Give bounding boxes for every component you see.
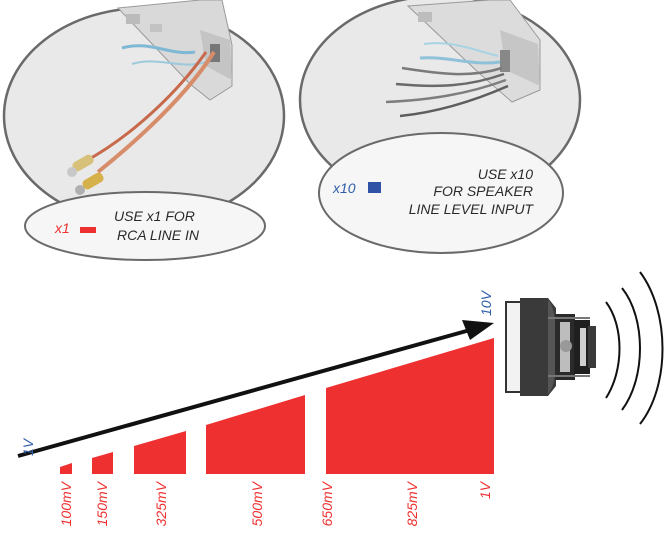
level-labels: 100mV 150mV 325mV 500mV 650mV 825mV 1V xyxy=(58,480,493,526)
speaker-callout-line3: LINE LEVEL INPUT xyxy=(409,201,535,217)
level-label-4: 500mV xyxy=(249,480,265,526)
rca-photo-circle xyxy=(2,0,286,226)
sound-waves-icon xyxy=(605,271,664,425)
rca-callout: x1 USE x1 FOR RCA LINE IN xyxy=(24,191,266,261)
level-label-6: 825mV xyxy=(404,480,420,526)
arrow-end-label: 10V xyxy=(478,289,494,316)
rca-cable-icon xyxy=(67,0,233,195)
speaker-badge-swatch xyxy=(368,182,381,193)
rca-callout-line1: USE x1 FOR xyxy=(114,208,195,224)
level-bar-2 xyxy=(92,452,113,474)
subwoofer-icon xyxy=(505,298,596,396)
speaker-badge-label: x10 xyxy=(332,180,356,196)
level-bars xyxy=(60,338,494,474)
speaker-callout: x10 USE x10 FOR SPEAKER LINE LEVEL INPUT xyxy=(318,132,564,254)
level-bar-3 xyxy=(134,431,186,474)
voltage-arrow xyxy=(17,320,494,458)
speaker-wires-icon xyxy=(385,0,541,118)
arrow-head-icon xyxy=(462,320,494,340)
speaker-callout-line2: FOR SPEAKER xyxy=(433,183,533,199)
rca-badge-label: x1 xyxy=(54,220,70,236)
level-label-7: 1V xyxy=(477,480,493,499)
level-bar-5 xyxy=(326,338,494,474)
speaker-callout-line1: USE x10 xyxy=(478,166,533,182)
rca-callout-line2: RCA LINE IN xyxy=(117,227,200,243)
level-label-1: 100mV xyxy=(58,480,74,526)
level-bar-1 xyxy=(60,463,72,474)
level-bar-4 xyxy=(206,395,305,474)
rca-badge-swatch xyxy=(80,227,96,233)
level-label-5: 650mV xyxy=(319,480,335,526)
level-label-3: 325mV xyxy=(153,480,169,526)
arrow-start-label: 1V xyxy=(20,437,36,456)
level-label-2: 150mV xyxy=(94,480,110,526)
